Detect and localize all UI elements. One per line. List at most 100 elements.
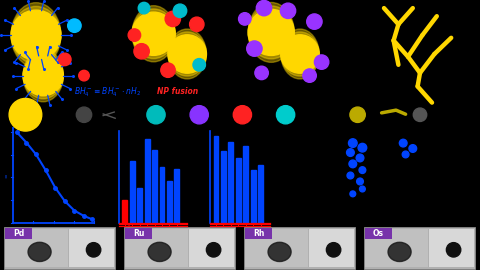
Bar [309, 229, 354, 267]
Bar [251, 170, 255, 223]
Ellipse shape [413, 108, 427, 122]
Ellipse shape [11, 3, 61, 68]
Bar [365, 228, 392, 239]
Ellipse shape [9, 99, 42, 131]
Ellipse shape [446, 243, 461, 257]
Ellipse shape [388, 242, 411, 262]
Ellipse shape [86, 243, 101, 257]
Bar [258, 165, 263, 223]
Bar [236, 158, 240, 223]
Bar [69, 229, 114, 267]
Ellipse shape [132, 12, 175, 55]
Bar [244, 227, 355, 269]
Ellipse shape [326, 243, 341, 257]
Bar [221, 151, 226, 223]
Ellipse shape [168, 32, 206, 76]
Ellipse shape [349, 160, 357, 168]
Ellipse shape [148, 242, 171, 262]
Ellipse shape [190, 106, 208, 124]
Ellipse shape [132, 6, 175, 62]
Ellipse shape [281, 35, 319, 73]
Ellipse shape [248, 6, 294, 59]
Ellipse shape [356, 154, 364, 162]
Text: Pd: Pd [13, 229, 24, 238]
Ellipse shape [138, 2, 150, 14]
Ellipse shape [350, 191, 356, 197]
Bar [152, 150, 157, 223]
Ellipse shape [280, 3, 296, 18]
Ellipse shape [276, 106, 295, 124]
Ellipse shape [147, 106, 165, 124]
Bar [228, 142, 233, 223]
Ellipse shape [190, 17, 204, 32]
Bar [365, 229, 428, 267]
Bar [167, 181, 172, 223]
Ellipse shape [281, 32, 319, 76]
Bar [145, 139, 150, 223]
Ellipse shape [247, 41, 262, 56]
Text: $BH_4^-\equiv BH_4^-\cdot nH_2$: $BH_4^-\equiv BH_4^-\cdot nH_2$ [74, 85, 142, 99]
Ellipse shape [165, 11, 180, 26]
Ellipse shape [23, 52, 63, 99]
Ellipse shape [399, 139, 407, 147]
Ellipse shape [28, 242, 51, 262]
Ellipse shape [268, 242, 291, 262]
Ellipse shape [402, 151, 409, 158]
Ellipse shape [206, 243, 221, 257]
Ellipse shape [11, 6, 61, 64]
Text: Ru: Ru [133, 229, 144, 238]
Ellipse shape [233, 106, 252, 124]
Ellipse shape [357, 178, 363, 185]
Text: Rh: Rh [253, 229, 264, 238]
Bar [125, 228, 152, 239]
Ellipse shape [239, 13, 251, 25]
Ellipse shape [128, 29, 141, 41]
Bar [364, 227, 475, 269]
Bar [125, 229, 188, 267]
Ellipse shape [193, 59, 205, 71]
Ellipse shape [347, 149, 354, 156]
Ellipse shape [23, 55, 63, 96]
Text: =: = [5, 173, 10, 178]
Ellipse shape [348, 139, 357, 147]
Bar [124, 227, 235, 269]
Bar [245, 229, 308, 267]
Ellipse shape [168, 35, 206, 73]
Text: NP fusion: NP fusion [157, 87, 198, 96]
Bar [159, 167, 165, 223]
Ellipse shape [134, 44, 149, 59]
Ellipse shape [409, 145, 417, 152]
Ellipse shape [307, 14, 322, 29]
Bar [4, 227, 115, 269]
Ellipse shape [314, 55, 329, 69]
Ellipse shape [358, 143, 367, 152]
Bar [175, 169, 180, 223]
Ellipse shape [248, 9, 294, 55]
Ellipse shape [303, 69, 316, 82]
Ellipse shape [281, 29, 319, 79]
Ellipse shape [255, 66, 268, 80]
Ellipse shape [359, 167, 366, 173]
Ellipse shape [59, 53, 71, 66]
Ellipse shape [360, 186, 365, 192]
Text: Os: Os [373, 229, 384, 238]
Ellipse shape [350, 107, 365, 122]
Ellipse shape [79, 70, 89, 81]
Bar [5, 228, 32, 239]
Bar [189, 229, 234, 267]
Bar [5, 229, 68, 267]
Ellipse shape [256, 1, 272, 16]
Ellipse shape [347, 172, 354, 179]
Bar [137, 188, 142, 223]
Ellipse shape [11, 10, 61, 60]
Ellipse shape [161, 63, 175, 77]
Ellipse shape [248, 2, 294, 62]
Bar [245, 228, 272, 239]
Bar [243, 146, 248, 223]
Ellipse shape [76, 107, 92, 122]
Bar [122, 200, 127, 223]
Ellipse shape [173, 4, 187, 18]
Ellipse shape [168, 29, 206, 79]
Bar [130, 161, 134, 223]
Ellipse shape [23, 49, 63, 102]
